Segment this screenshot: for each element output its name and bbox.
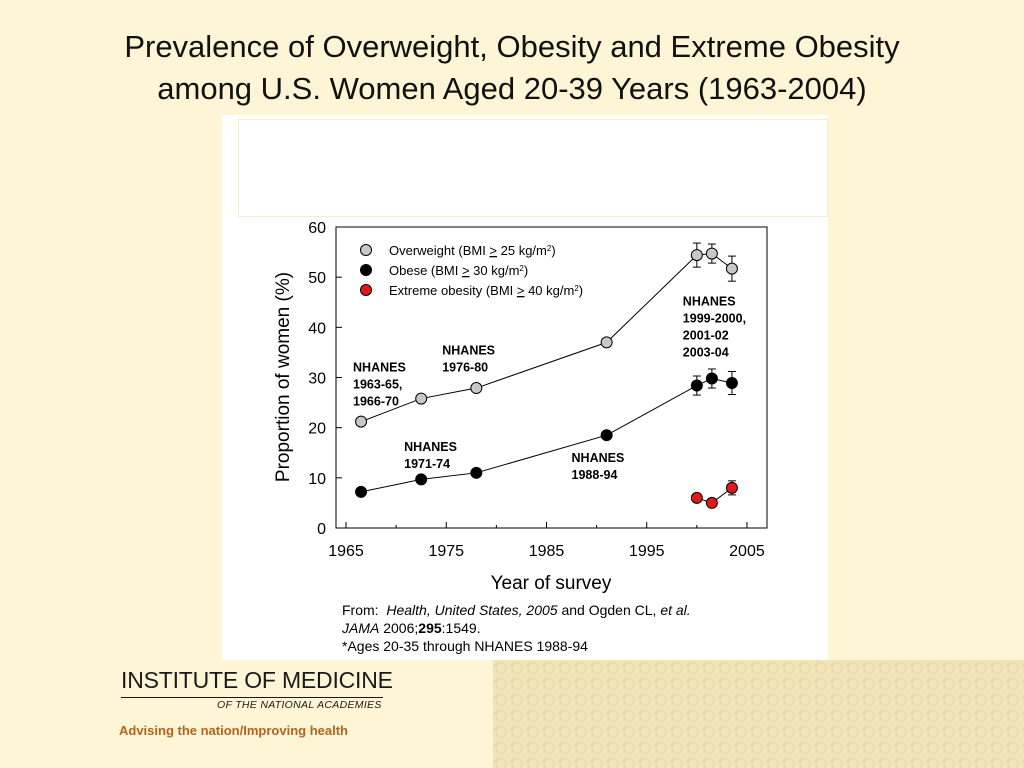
series-2: [690, 480, 738, 509]
series-0-point-2: [470, 382, 483, 395]
legend-label-1: Obese (BMI > 30 kg/m2): [389, 263, 528, 278]
iom-logo-name: INSTITUTE OF MEDICINE: [121, 667, 393, 693]
axes-layer: 0 10 20 30 40 50 60 1965 1975 1985 1995 2005: [308, 220, 768, 560]
source-footnote: *Ages 20-35 through NHANES 1988-94: [342, 638, 588, 654]
figure-panel: [222, 115, 828, 660]
source-pages: :1549.: [441, 620, 481, 636]
tagline-left: Advising the nation: [119, 723, 240, 738]
annotation-2: NHANES 1971-74: [404, 440, 457, 471]
y-tick-label-40: 40: [308, 320, 326, 337]
y-tick-label-20: 20: [308, 421, 326, 438]
tagline-separator: /: [239, 723, 244, 738]
source-publication: Health, United States, 2005: [386, 602, 558, 618]
series-0-point-0: [355, 415, 368, 428]
x-tick-label-2005: 2005: [729, 543, 765, 560]
series-0-point-5: [705, 247, 718, 260]
series-1-point-6: [725, 377, 738, 390]
series-0-point-6: [725, 262, 738, 275]
source-and-text: and Ogden CL,: [557, 602, 661, 618]
legend-label-2: Extreme obesity (BMI > 40 kg/m2): [389, 283, 583, 298]
series-1-point-4: [690, 379, 703, 392]
annotation-3: NHANES 1988-94: [572, 451, 625, 482]
series-1-point-3: [600, 429, 613, 442]
series-1-point-1: [415, 473, 428, 486]
source-etal: et al.: [660, 602, 691, 618]
figure-blank-area: [238, 119, 828, 217]
legend: Overweight (BMI > 25 kg/m2) Obese (BMI > …: [360, 243, 583, 298]
source-year: 2006;: [379, 620, 419, 636]
iom-logo-rule: [121, 697, 383, 698]
annotation-4: NHANES 1999-2000, 2001-02 2003-04: [683, 294, 746, 359]
iom-logo-subtitle: OF THE NATIONAL ACADEMIES: [217, 699, 382, 711]
series-2-point-1: [705, 496, 718, 509]
annotation-1: NHANES 1976-80: [442, 343, 495, 374]
series-0-point-4: [690, 249, 703, 262]
decorative-pattern-band: [493, 660, 1024, 768]
x-axis-title: Year of survey: [491, 573, 612, 594]
x-tick-label-1985: 1985: [529, 543, 565, 560]
source-volume: 295: [418, 620, 442, 636]
y-tick-label-60: 60: [308, 220, 326, 237]
legend-marker-0: [360, 244, 372, 256]
iom-tagline: Advising the nation/Improving health: [119, 723, 348, 738]
y-tick-label-10: 10: [308, 471, 326, 488]
series-2-point-0: [690, 491, 703, 504]
annotation-0: NHANES 1963-65, 1966-70: [353, 360, 406, 408]
annotations: NHANES 1963-65, 1966-70 NHANES 1976-80 NHANES…: [353, 294, 746, 482]
source-line-1: From: Health, United States, 2005 and Og…: [342, 601, 812, 619]
x-tick-label-1995: 1995: [629, 543, 665, 560]
series-1-point-2: [470, 466, 483, 479]
series-2-point-2: [725, 481, 738, 494]
series-1: [355, 368, 738, 498]
slide-title-line-1: Prevalence of Overweight, Obesity and Ex…: [124, 29, 900, 64]
x-tick-label-1975: 1975: [428, 543, 464, 560]
x-tick-label-1965: 1965: [328, 543, 364, 560]
legend-marker-1: [360, 264, 372, 276]
y-axis-title: Proportion of women (%): [273, 272, 294, 482]
y-tick-label-0: 0: [317, 521, 326, 538]
source-from-label: From:: [342, 602, 379, 618]
slide-title-line-2: among U.S. Women Aged 20-39 Years (1963-…: [157, 71, 867, 106]
legend-label-0: Overweight (BMI > 25 kg/m2): [389, 243, 556, 258]
series-1-point-0: [355, 485, 368, 498]
series-0-point-1: [415, 392, 428, 405]
source-note: From: Health, United States, 2005 and Og…: [342, 601, 812, 655]
source-line-2: JAMA 2006;295:1549.: [342, 619, 812, 637]
source-journal: JAMA: [342, 620, 380, 636]
series-1-point-5: [705, 372, 718, 385]
series-0: [355, 242, 738, 428]
y-tick-label-50: 50: [308, 270, 326, 287]
series-layer: [355, 242, 738, 509]
series-0-point-3: [600, 336, 613, 349]
slide-title: Prevalence of Overweight, Obesity and Ex…: [0, 26, 1024, 110]
legend-marker-2: [360, 284, 372, 296]
y-tick-label-30: 30: [308, 371, 326, 388]
tagline-right: Improving health: [243, 723, 348, 738]
